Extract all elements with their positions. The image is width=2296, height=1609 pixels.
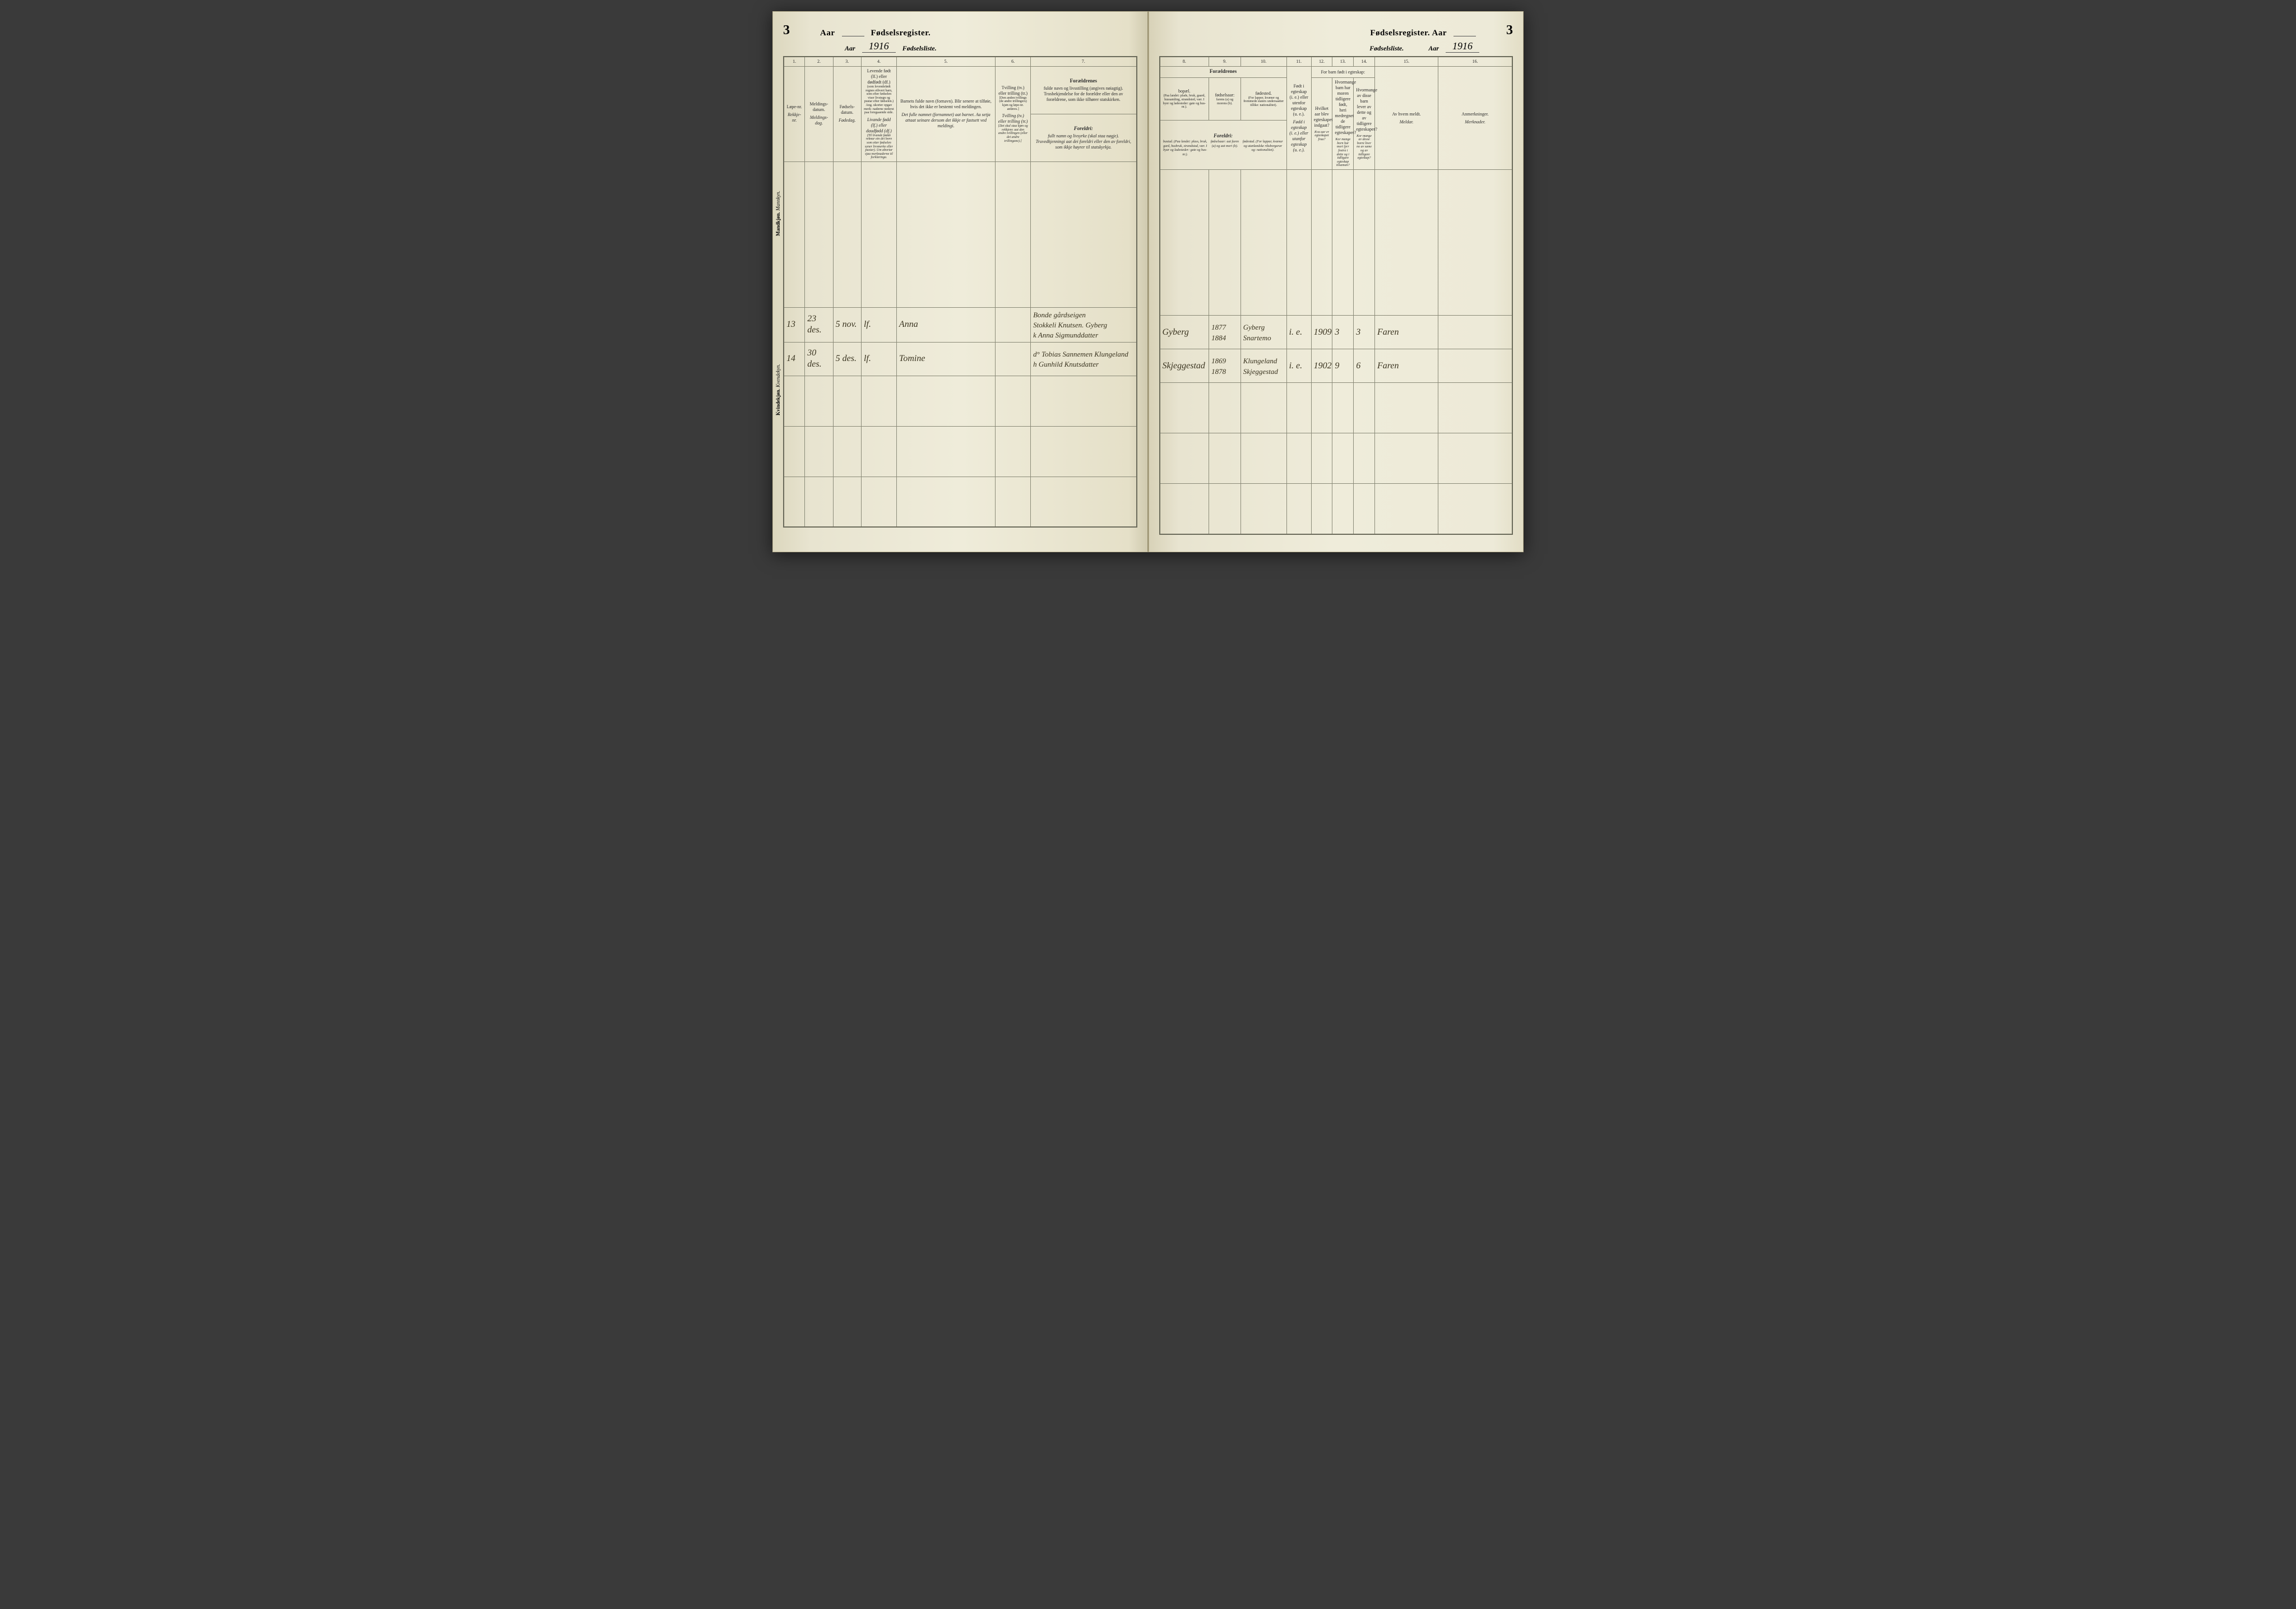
table-row-empty [784, 376, 1137, 426]
cell-egtaar: 1902 [1311, 349, 1332, 383]
table-row-empty [1160, 484, 1513, 534]
hdr-lf: Levende født (lf.) eller dødfødt (df.) (… [861, 67, 896, 162]
hdr-egt-group: For barn født i egteskap: [1311, 67, 1374, 78]
table-row-empty [1160, 433, 1513, 484]
cell-n: 13 [784, 307, 805, 342]
table-row-empty [1160, 383, 1513, 433]
hdr-tvilling: Tvilling (tv.) eller trilling (tr.) [Den… [996, 67, 1031, 162]
hdr-lopenr: Løpe-nr. Rekkje-nr. [784, 67, 805, 162]
colnum: 11. [1286, 57, 1311, 67]
hdr-navn: Barnets fulde navn (fornavn). Blir sener… [896, 67, 995, 162]
table-row: 13 23 des. 5 nov. lf. Anna Bonde gårdsei… [784, 307, 1137, 342]
left-page: Mandkjøn. Mannkyn. Kvindekjøn. Kvendekyn… [772, 11, 1149, 552]
hdr-forel-alt-right: Foreldri: bustad. (Paa landet: plass, br… [1160, 121, 1287, 170]
cell-egtaar: 1909 [1311, 316, 1332, 349]
page-number-left: 3 [783, 23, 790, 38]
cell-meldt: Faren [1374, 316, 1438, 349]
cell-barntot: 9 [1332, 349, 1354, 383]
colnum: 3. [833, 57, 861, 67]
cell-meld: 30 des. [805, 342, 833, 376]
colnum: 2. [805, 57, 833, 67]
hdr-egtaar: Hvilket aar blev egteskapet indgaat? Kva… [1311, 78, 1332, 170]
cell-bopal: Skjeggestad [1160, 349, 1209, 383]
hdr-barntot: Hvormange barn har moren tidligere født,… [1332, 78, 1354, 170]
register-table-left: 1. 2. 3. 4. 5. 6. 7. Løpe-nr. Rekkje-nr.… [783, 56, 1137, 528]
cell-parents: Bonde gårdseigen Stokkeli Knutsen. Gyber… [1031, 307, 1137, 342]
colnum: 13. [1332, 57, 1354, 67]
register-title: Fødselsregister. [871, 29, 931, 38]
page-number-right: 3 [1506, 23, 1513, 38]
year-left: 1916 [862, 40, 896, 53]
colnum: 1. [784, 57, 805, 67]
cell-meld: 23 des. [805, 307, 833, 342]
hdr-forel-alt: Foreldri: fullt namn og livsyrke (skal s… [1031, 114, 1137, 161]
table-row-empty [784, 426, 1137, 477]
liste-title-right: Fødselsliste. [1369, 44, 1404, 53]
aar-label: Aar [820, 29, 835, 38]
table-row: 14 30 des. 5 des. lf. Tomine d° Tobias S… [784, 342, 1137, 376]
cell-barnlever: 6 [1354, 349, 1375, 383]
hdr-meldings: Meldings-datum. Meldings-dag. [805, 67, 833, 162]
hdr-meldt: Av hvem meldt. Meldar. [1374, 67, 1438, 170]
right-header: Fødselsregister. Aar 3 [1159, 23, 1513, 38]
register-table-right: 8. 9. 10. 11. 12. 13. 14. 15. 16. Foræld… [1159, 56, 1513, 535]
colnum: 9. [1209, 57, 1241, 67]
ledger-book: Mandkjøn. Mannkyn. Kvindekjøn. Kvendekyn… [772, 11, 1524, 552]
cell-meldt: Faren [1374, 349, 1438, 383]
cell-name: Tomine [896, 342, 995, 376]
table-row-empty [784, 477, 1137, 527]
colnum: 4. [861, 57, 896, 67]
hdr-barnlever: Hvormange av disse barn lever av dette o… [1354, 78, 1375, 170]
right-page: Fødselsregister. Aar 3 Fødselsliste. Aar… [1149, 11, 1524, 552]
cell-years: 1869 1878 [1209, 349, 1241, 383]
colnum: 6. [996, 57, 1031, 67]
right-subheader: Fødselsliste. Aar 1916 [1159, 40, 1513, 53]
register-title-right: Fødselsregister. Aar [1370, 29, 1447, 38]
year-right: 1916 [1446, 40, 1479, 53]
side-label-male: Mandkjøn. Mannkyn. [775, 191, 781, 236]
colnum: 16. [1438, 57, 1512, 67]
liste-title: Fødselsliste. [902, 44, 937, 53]
hdr-ie: Født i egteskap (i. e.) eller utenfor eg… [1286, 67, 1311, 170]
cell-barntot: 3 [1332, 316, 1354, 349]
left-subheader: Aar 1916 Fødselsliste. [783, 40, 1137, 53]
hdr-fodaar: fødselsaar: farens (a) og morens (b). [1209, 78, 1241, 121]
colnum: 14. [1354, 57, 1375, 67]
colnum: 7. [1031, 57, 1137, 67]
cell-sted: Gyberg Snartemo [1240, 316, 1286, 349]
cell-ie: i. e. [1286, 316, 1311, 349]
cell-n: 14 [784, 342, 805, 376]
cell-barnlever: 3 [1354, 316, 1375, 349]
hdr-forel-right: Forældrenes [1160, 67, 1287, 78]
hdr-fodsels: Fødsels-datum. Fødedag. [833, 67, 861, 162]
hdr-bopal: bopæl. (Paa landet: plads, bruk, gaard, … [1160, 78, 1209, 121]
table-row: Gyberg 1877 1884 Gyberg Snartemo i. e. 1… [1160, 316, 1513, 349]
colnum: 15. [1374, 57, 1438, 67]
colnum: 8. [1160, 57, 1209, 67]
cell-name: Anna [896, 307, 995, 342]
cell-lf: lf. [861, 307, 896, 342]
table-row: Skjeggestad 1869 1878 Klungeland Skjegge… [1160, 349, 1513, 383]
cell-fod: 5 des. [833, 342, 861, 376]
cell-fod: 5 nov. [833, 307, 861, 342]
table-row-empty [784, 161, 1137, 307]
hdr-anm: Anmerkninger. Merknader. [1438, 67, 1512, 170]
colnum: 12. [1311, 57, 1332, 67]
left-header: 3 Aar Fødselsregister. [783, 23, 1137, 38]
cell-lf: lf. [861, 342, 896, 376]
cell-parents: d° Tobias Sannemen Klungeland h Gunhild … [1031, 342, 1137, 376]
colnum: 10. [1240, 57, 1286, 67]
hdr-fodested: fødested. (For lapper, kvæner og fremmed… [1240, 78, 1286, 121]
cell-years: 1877 1884 [1209, 316, 1241, 349]
hdr-forel-title: Forældrenes fulde navn og livsstilling (… [1031, 67, 1137, 114]
colnum: 5. [896, 57, 995, 67]
cell-sted: Klungeland Skjeggestad [1240, 349, 1286, 383]
table-row-empty [1160, 170, 1513, 316]
cell-ie: i. e. [1286, 349, 1311, 383]
cell-bopal: Gyberg [1160, 316, 1209, 349]
side-label-female: Kvindekjøn. Kvendekyn. [775, 364, 781, 415]
